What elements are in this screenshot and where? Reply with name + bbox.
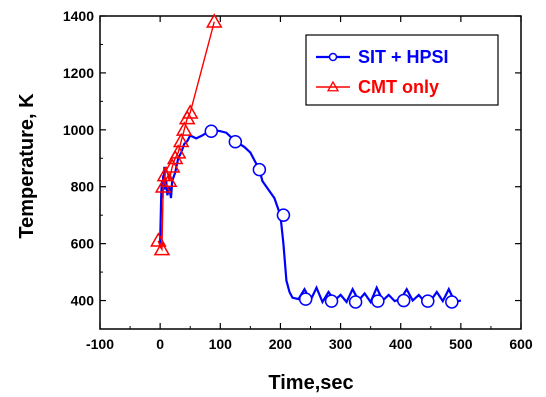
series-group (150, 13, 462, 309)
x-tick-label: -100 (86, 336, 114, 352)
data-point (348, 295, 363, 309)
data-point (252, 162, 267, 177)
y-tick-label: 600 (71, 236, 95, 252)
data-point (163, 158, 181, 173)
series-line (159, 128, 462, 305)
data-point (298, 292, 313, 306)
data-point (228, 135, 243, 149)
series-1 (150, 13, 223, 256)
x-tick-label: 200 (269, 336, 293, 352)
y-axis-title: Temperature, K (16, 93, 38, 239)
x-tick-label: 500 (449, 336, 473, 352)
x-axis-title: Time,sec (268, 372, 353, 394)
data-point (205, 13, 223, 28)
legend-label: CMT only (358, 77, 439, 97)
legend: SIT + HPSI CMT only (305, 34, 499, 106)
data-point (445, 295, 459, 309)
data-point (276, 208, 291, 222)
legend-marker (328, 52, 338, 62)
data-point (175, 121, 193, 136)
y-tick-label: 1000 (63, 122, 94, 138)
x-tick-label: 100 (209, 336, 233, 352)
y-tick-label: 400 (71, 293, 95, 309)
data-point (169, 144, 187, 159)
legend-item-0: SIT + HPSI (316, 47, 449, 67)
y-tick-label: 1200 (63, 65, 94, 81)
series-0 (159, 124, 462, 309)
series-line (157, 21, 215, 252)
legend-item-1: CMT only (316, 77, 439, 97)
legend-label: SIT + HPSI (358, 47, 449, 67)
y-tick-label: 1400 (63, 8, 94, 24)
x-tick-label: 300 (329, 336, 353, 352)
y-tick-label: 800 (71, 179, 95, 195)
data-point (396, 293, 411, 308)
x-tick-label: 0 (156, 336, 164, 352)
legend-box (305, 34, 499, 106)
data-point (172, 132, 190, 148)
legend-marker (326, 80, 340, 92)
ticks: -100 0 100 200 300 400 500 600 400 600 800 1000 1200… (63, 8, 533, 352)
data-point (181, 104, 199, 119)
data-point (371, 294, 385, 308)
x-tick-label: 400 (389, 336, 413, 352)
data-point (421, 294, 435, 308)
data-point (204, 124, 219, 138)
data-point (153, 240, 171, 256)
data-point (160, 172, 178, 188)
data-point (150, 232, 167, 247)
data-point (324, 294, 339, 308)
x-tick-label: 600 (509, 336, 533, 352)
